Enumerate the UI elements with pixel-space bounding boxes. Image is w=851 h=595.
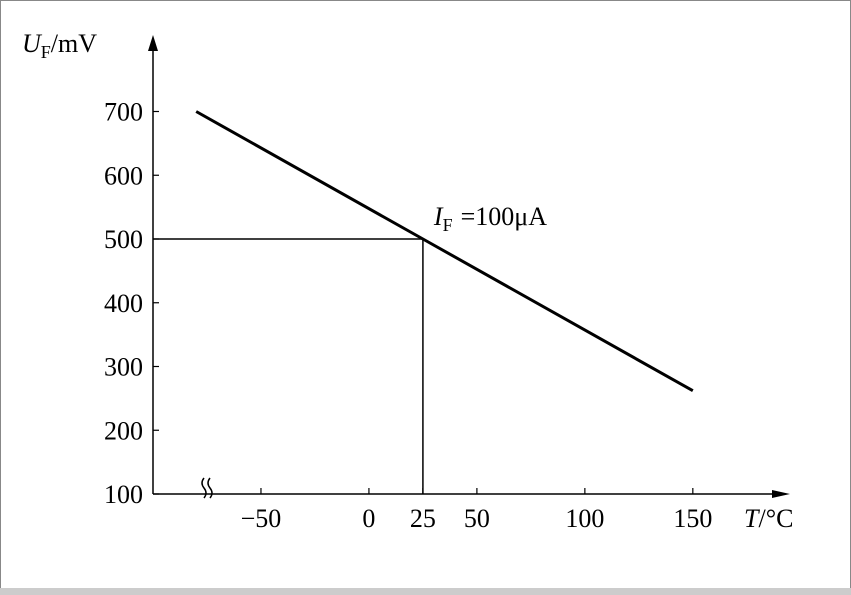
annotation: IF =100μA xyxy=(433,202,547,235)
y-label-unit: /mV xyxy=(51,29,97,58)
y-tick-label: 200 xyxy=(104,416,143,445)
y-tick-label: 300 xyxy=(104,353,143,382)
y-tick-label: 600 xyxy=(104,161,143,190)
x-tick-label: 0 xyxy=(362,504,375,533)
x-tick-label: 25 xyxy=(410,504,436,533)
y-axis-label: UF/mV xyxy=(22,29,97,62)
x-label-unit: /°C xyxy=(758,504,793,533)
x-axis-label: T/°C xyxy=(744,504,793,533)
x-tick-label: 50 xyxy=(464,504,490,533)
axis-break xyxy=(201,477,213,499)
y-label-subscript: F xyxy=(41,42,51,62)
x-label-symbol: T xyxy=(744,504,760,533)
x-tick-label: −50 xyxy=(241,504,282,533)
annotation-text: =100μA xyxy=(461,202,548,231)
x-axis-arrow xyxy=(772,490,790,498)
y-axis-arrow xyxy=(148,35,158,51)
data-line xyxy=(195,110,694,393)
y-tick-label: 500 xyxy=(104,225,143,254)
y-tick-label: 100 xyxy=(104,480,143,509)
annotation-symbol: I xyxy=(433,202,444,231)
y-tick-label: 400 xyxy=(104,289,143,318)
y-tick-label: 700 xyxy=(104,98,143,127)
x-tick-label: 150 xyxy=(673,504,712,533)
bottom-bar xyxy=(0,588,851,595)
x-tick-label: 100 xyxy=(565,504,604,533)
y-label-symbol: U xyxy=(22,29,43,58)
annotation-subscript: F xyxy=(443,215,453,235)
